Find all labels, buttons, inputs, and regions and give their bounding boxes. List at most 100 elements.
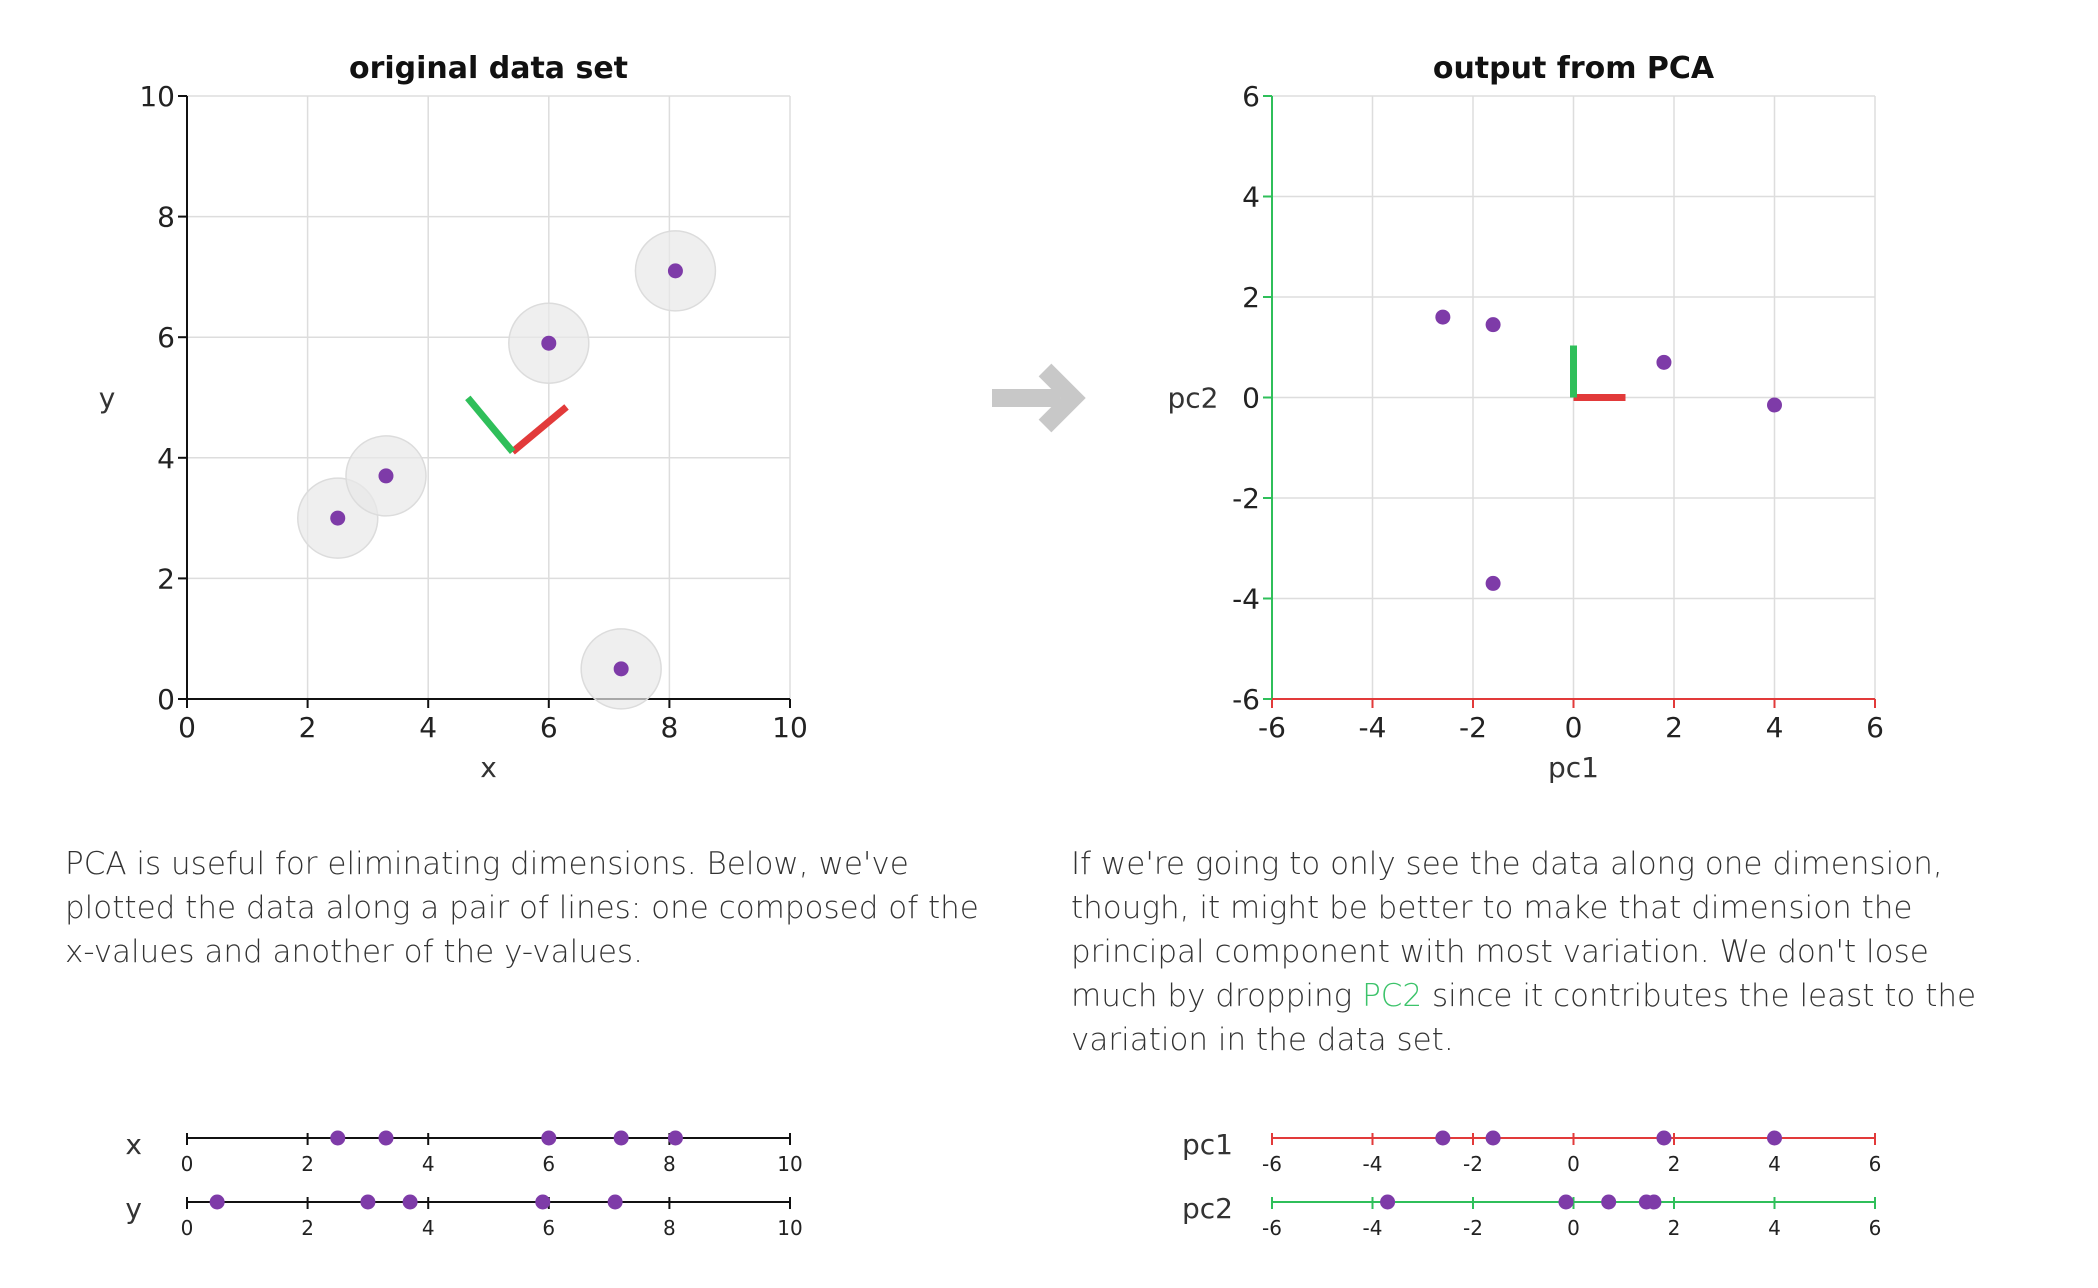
x-tick-label: 10 (772, 711, 808, 744)
strip-point (613, 1130, 629, 1146)
strip-point (209, 1194, 225, 1210)
x-tick-label: -4 (1359, 711, 1387, 744)
data-point (613, 661, 629, 677)
transform-arrow (992, 363, 1086, 433)
strip-point (1485, 1130, 1501, 1146)
strip-label: pc1 (1182, 1128, 1233, 1161)
strip-point (1435, 1130, 1451, 1146)
right-paragraph-after: since it contributes the least to the va… (1071, 978, 1977, 1058)
strip-tick-label: 2 (1668, 1152, 1681, 1176)
pc1-vector (510, 404, 569, 455)
data-point (1485, 575, 1501, 591)
y-tick-label: 4 (1242, 181, 1260, 214)
strip-tick-label: 8 (663, 1152, 676, 1176)
strip-point (1646, 1194, 1662, 1210)
strip-tick-label: 4 (1768, 1216, 1781, 1240)
strip-tick-label: -2 (1463, 1152, 1483, 1176)
strip-point (1380, 1194, 1396, 1210)
x-axis-label: pc1 (1548, 751, 1599, 784)
x-axis-label: x (480, 751, 497, 784)
strip-point (535, 1194, 551, 1210)
strip-label: pc2 (1182, 1192, 1233, 1225)
data-point (330, 510, 346, 526)
strip-tick-label: 2 (301, 1216, 314, 1240)
data-point (1485, 317, 1501, 333)
strip-label: x (125, 1128, 142, 1161)
chart-title: output from PCA (1433, 51, 1715, 86)
strip-tick-label: 10 (777, 1216, 802, 1240)
x-tick-label: 0 (1565, 711, 1583, 744)
strip-tick-label: 10 (777, 1152, 802, 1176)
strip-point (1767, 1130, 1782, 1146)
strip-tick-label: 6 (1869, 1152, 1882, 1176)
x-tick-label: -2 (1459, 711, 1487, 744)
strip-tick-label: 6 (542, 1152, 555, 1176)
data-point (1435, 309, 1451, 325)
strip-point (330, 1130, 346, 1146)
strip-tick-label: -4 (1363, 1216, 1383, 1240)
y-tick-label: 6 (157, 321, 175, 354)
y-tick-label: 4 (157, 442, 175, 475)
pc2-highlight: PC2 (1362, 978, 1423, 1014)
right-paragraph: If we're going to only see the data alon… (1071, 842, 1981, 1062)
left-paragraph: PCA is useful for eliminating dimensions… (65, 846, 979, 970)
x-tick-label: 8 (660, 711, 678, 744)
strip-tick-label: 4 (422, 1152, 435, 1176)
y-axis-label: y (99, 382, 116, 415)
strip-point (607, 1194, 623, 1210)
x-tick-label: 4 (1766, 711, 1784, 744)
strip-point (360, 1194, 376, 1210)
strip-tick-label: -2 (1463, 1216, 1483, 1240)
strip-point (402, 1194, 418, 1210)
strip-tick-label: 0 (1567, 1216, 1580, 1240)
x-tick-label: 6 (540, 711, 558, 744)
strip-tick-label: 8 (663, 1216, 676, 1240)
strip-point (1601, 1194, 1617, 1210)
x-tick-label: 6 (1866, 711, 1884, 744)
strip-tick-label: -4 (1363, 1152, 1383, 1176)
strip-plots: 0 2 4 6 8 10 x 0 2 4 6 8 10 y -6 -4 -2 0 2 4 6 pc1 -6 -4 -2 0 2 4 6 p… (125, 1128, 1881, 1240)
strip-point (1558, 1194, 1574, 1210)
data-point (378, 468, 394, 484)
data-point (1656, 354, 1672, 370)
y-axis-label: pc2 (1168, 382, 1219, 415)
y-tick-label: 2 (1242, 281, 1260, 314)
pca-output-plot: -6-6 -4 -4 -2 -2 0 0 2 2 4 4 6 6 output from PCA pc1 pc… (1168, 51, 1884, 784)
strip-tick-label: 6 (1869, 1216, 1882, 1240)
y-tick-label: -6 (1232, 683, 1260, 716)
data-point (541, 335, 557, 351)
x-tick-label: 2 (1665, 711, 1683, 744)
data-point (667, 263, 683, 279)
strip-label: y (125, 1192, 142, 1225)
pc2-vector (465, 395, 516, 455)
strip-tick-label: 0 (181, 1216, 194, 1240)
chart-title: original data set (349, 51, 628, 86)
strip-tick-label: 4 (1768, 1152, 1781, 1176)
strip-tick-label: 2 (301, 1152, 314, 1176)
y-tick-label: 2 (157, 562, 175, 595)
strip-point (378, 1130, 394, 1146)
y-tick-label: -4 (1232, 583, 1260, 616)
y-tick-label: -2 (1232, 482, 1260, 515)
strip-tick-label: -6 (1262, 1216, 1282, 1240)
y-tick-label: 0 (1242, 382, 1260, 415)
arrow-shape (992, 363, 1086, 433)
strip-point (541, 1130, 557, 1146)
strip-tick-label: -6 (1262, 1152, 1282, 1176)
x-tick-label: 2 (299, 711, 317, 744)
y-tick-label: 8 (157, 201, 175, 234)
strip-tick-label: 0 (181, 1152, 194, 1176)
strip-point (1656, 1130, 1672, 1146)
strip-tick-label: 6 (542, 1216, 555, 1240)
strip-tick-label: 0 (1567, 1152, 1580, 1176)
strip-tick-label: 4 (422, 1216, 435, 1240)
y-tick-label: 0 (157, 683, 175, 716)
y-tick-label: 10 (139, 80, 175, 113)
x-tick-label: 0 (178, 711, 196, 744)
original-data-plot: 00 2 2 4 4 6 6 8 8 10 10 original data set x y (99, 51, 808, 784)
y-tick-label: 6 (1242, 80, 1260, 113)
strip-point (667, 1130, 683, 1146)
x-tick-label: -6 (1258, 711, 1286, 744)
right-paragraph-before: If we're going to only see the data alon… (1071, 846, 1943, 1014)
